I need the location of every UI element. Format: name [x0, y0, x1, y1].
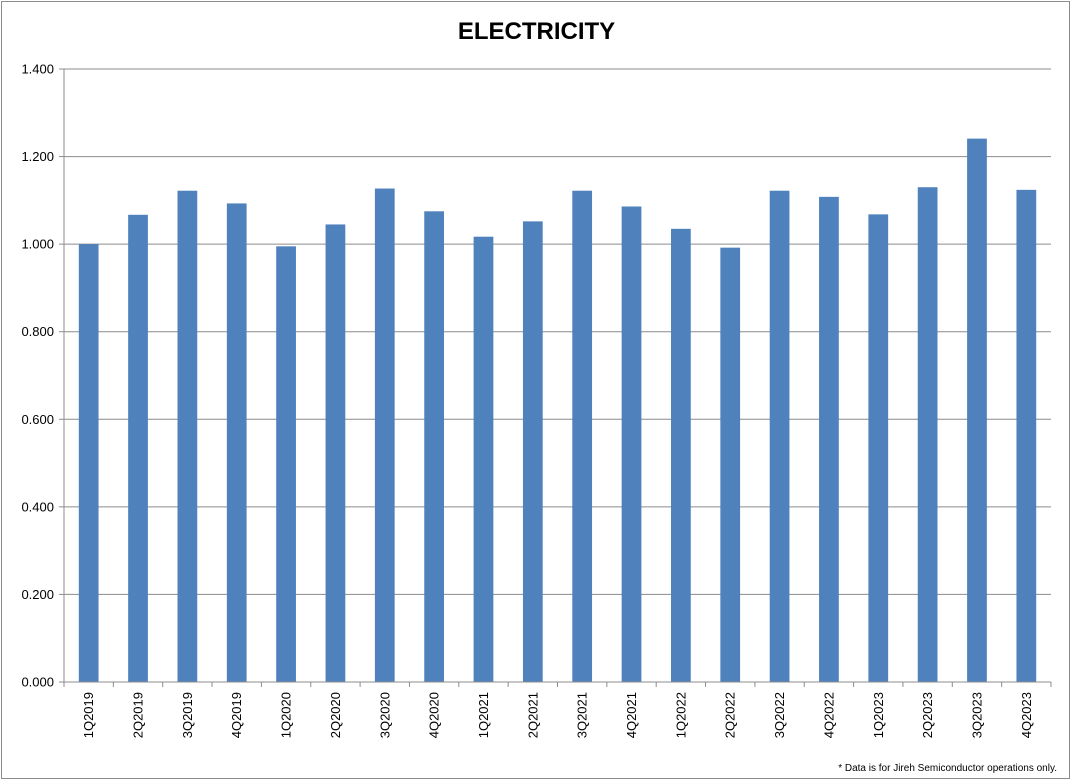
axes	[63, 69, 1052, 687]
bar-2Q2020	[325, 224, 346, 683]
bars	[78, 138, 1037, 683]
x-tick-label: 1Q2019	[81, 692, 96, 738]
x-tick-label: 1Q2022	[673, 692, 688, 738]
y-tick-label: 1.200	[21, 149, 54, 164]
bar-3Q2021	[572, 190, 593, 682]
x-tick-label: 2Q2022	[723, 692, 738, 738]
x-tick-label: 2Q2021	[525, 692, 540, 738]
x-tick-label: 4Q2023	[1019, 692, 1034, 738]
bar-3Q2023	[967, 138, 987, 683]
x-tick-label: 4Q2021	[624, 692, 639, 738]
bar-2Q2022	[720, 247, 741, 682]
bar-1Q2019	[78, 244, 99, 682]
x-tick-label: 3Q2022	[772, 692, 787, 738]
bar-4Q2020	[424, 211, 444, 682]
bar-1Q2023	[868, 214, 889, 682]
x-tick-label: 2Q2020	[328, 692, 343, 738]
bar-3Q2020	[374, 188, 395, 682]
footnote: * Data is for Jireh Semiconductor operat…	[838, 763, 1057, 774]
x-tick-label: 4Q2020	[427, 692, 442, 738]
y-tick-label: 0.200	[21, 587, 54, 602]
x-tick-label: 2Q2023	[920, 692, 935, 738]
bar-2Q2023	[917, 187, 938, 682]
bar-1Q2020	[276, 246, 296, 682]
bar-1Q2022	[671, 228, 691, 682]
y-tick-label: 0.000	[21, 675, 54, 690]
x-tick-label: 3Q2019	[180, 692, 195, 738]
bar-2Q2019	[128, 214, 148, 682]
x-tick-label: 3Q2020	[377, 692, 392, 738]
bar-4Q2021	[621, 206, 642, 683]
y-tick-labels: 0.000 0.200 0.400 0.600 0.800 1.000 1.200 1.400	[21, 62, 54, 690]
gridlines	[59, 68, 1051, 683]
x-tick-label: 4Q2019	[229, 692, 244, 738]
x-tick-label: 1Q2023	[871, 692, 886, 738]
y-tick-label: 1.400	[21, 62, 54, 77]
y-tick-label: 0.400	[21, 499, 54, 514]
bar-4Q2023	[1016, 189, 1037, 682]
bar-4Q2022	[819, 196, 839, 682]
chart-title: ELECTRICITY	[457, 18, 616, 45]
bar-4Q2019	[226, 203, 247, 682]
y-tick-label: 1.000	[21, 237, 54, 252]
x-tick-label: 4Q2022	[821, 692, 836, 738]
x-tick-label: 3Q2023	[969, 692, 984, 738]
x-tick-labels: 1Q2019 2Q2019 3Q2019 4Q2019 1Q2020 2Q2020 3Q20…	[81, 692, 1034, 738]
bar-3Q2022	[769, 190, 790, 682]
bar-1Q2021	[473, 236, 494, 682]
x-tick-label: 3Q2021	[575, 692, 590, 738]
x-tick-label: 2Q2019	[131, 692, 146, 738]
x-tick-label: 1Q2020	[279, 692, 294, 738]
x-tick-label: 1Q2021	[476, 692, 491, 738]
y-tick-label: 0.600	[21, 412, 54, 427]
y-tick-label: 0.800	[21, 324, 54, 339]
bar-2Q2021	[522, 221, 543, 683]
bar-3Q2019	[177, 190, 198, 682]
